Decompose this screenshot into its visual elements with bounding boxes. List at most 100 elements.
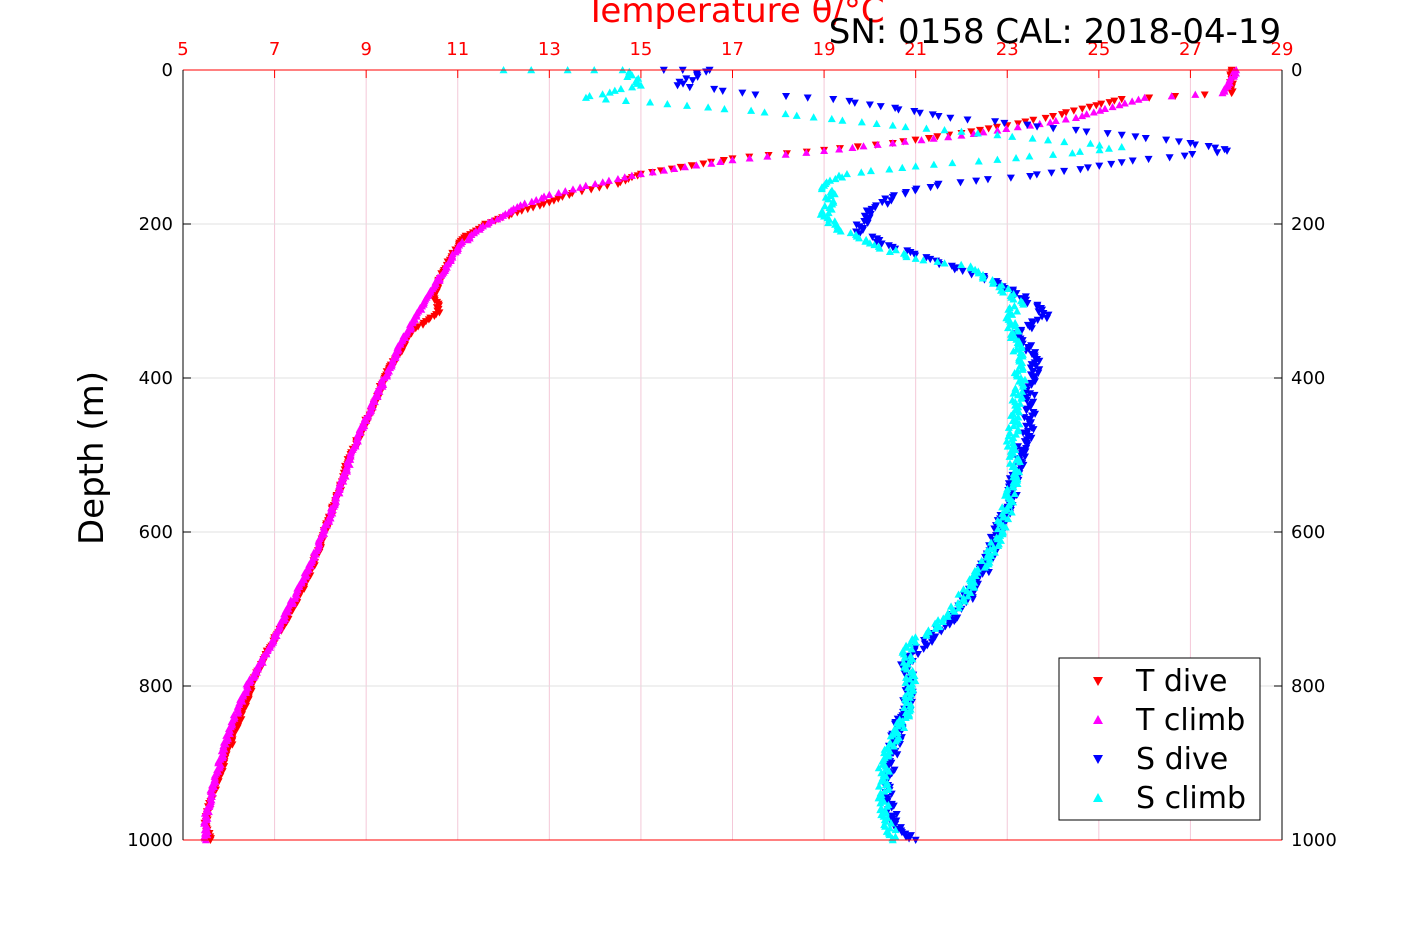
data-point xyxy=(865,101,874,109)
data-point xyxy=(911,136,920,144)
data-point xyxy=(687,162,696,170)
legend-marker-s-climb xyxy=(1093,793,1103,802)
data-point xyxy=(883,802,892,810)
data-point xyxy=(899,650,908,658)
data-point xyxy=(939,614,948,622)
data-point xyxy=(781,109,790,118)
legend-label-t-dive: T dive xyxy=(1135,664,1227,699)
data-point xyxy=(954,590,963,598)
data-point xyxy=(957,260,966,269)
legend-marker-s-dive xyxy=(1093,755,1103,764)
data-point xyxy=(993,126,1002,134)
data-point xyxy=(876,799,885,807)
data-point xyxy=(1107,160,1116,169)
data-point xyxy=(836,227,845,235)
x-tick-label: 25 xyxy=(1087,39,1110,60)
x-tick-label: 27 xyxy=(1179,39,1202,60)
data-point xyxy=(911,254,920,262)
data-point xyxy=(846,228,855,237)
data-point xyxy=(1100,104,1109,112)
data-point xyxy=(950,607,959,615)
data-point xyxy=(1117,131,1126,139)
data-point xyxy=(1018,382,1027,390)
data-point xyxy=(900,703,909,711)
data-point xyxy=(902,641,911,649)
data-point xyxy=(891,825,900,834)
data-point xyxy=(747,106,756,114)
data-point xyxy=(610,86,619,94)
data-point xyxy=(904,683,913,691)
data-point xyxy=(1018,365,1027,373)
data-point xyxy=(1007,508,1016,516)
y-tick-label-left: 200 xyxy=(139,214,173,235)
data-point xyxy=(1180,152,1189,160)
data-point xyxy=(928,111,937,119)
data-point xyxy=(1049,113,1058,121)
data-point xyxy=(929,160,938,168)
data-point xyxy=(967,128,976,136)
data-point xyxy=(1003,442,1012,450)
data-point xyxy=(859,142,868,150)
data-point xyxy=(532,196,541,204)
data-point xyxy=(972,177,981,185)
chart-subtitle: SN: 0158 CAL: 2018-04-19 xyxy=(829,12,1281,52)
data-point xyxy=(623,72,632,81)
x-tick-label: 5 xyxy=(177,39,188,60)
data-point xyxy=(857,168,866,176)
data-point xyxy=(1006,317,1015,325)
data-point xyxy=(627,171,636,179)
legend-marker-t-dive xyxy=(1093,677,1103,686)
data-point xyxy=(1003,323,1012,332)
data-point xyxy=(1162,136,1171,144)
data-point xyxy=(1041,114,1050,123)
data-point xyxy=(1095,141,1104,149)
data-point xyxy=(922,631,931,639)
data-point xyxy=(1009,440,1018,448)
data-point xyxy=(1128,157,1137,165)
data-point xyxy=(463,236,472,244)
data-point xyxy=(663,100,672,108)
data-point xyxy=(1006,333,1015,342)
data-point xyxy=(817,184,826,193)
data-point xyxy=(833,222,842,230)
data-point xyxy=(1015,457,1024,466)
data-point xyxy=(1018,387,1027,395)
data-point xyxy=(993,131,1002,139)
data-point xyxy=(954,604,963,612)
data-point xyxy=(710,85,719,94)
data-point xyxy=(974,269,983,277)
data-point xyxy=(914,650,923,659)
data-point xyxy=(1103,130,1112,138)
data-point xyxy=(966,580,975,588)
data-point xyxy=(1105,99,1114,107)
data-point xyxy=(613,174,622,183)
data-point xyxy=(1204,143,1213,151)
data-point xyxy=(988,279,997,287)
data-point xyxy=(561,187,570,195)
data-point xyxy=(585,91,594,100)
data-point xyxy=(341,472,350,480)
series-s-climb xyxy=(499,66,1126,844)
data-point xyxy=(1167,92,1176,100)
data-point xyxy=(1009,295,1018,303)
data-point xyxy=(933,257,942,265)
x-tick-label: 19 xyxy=(813,39,836,60)
data-point xyxy=(493,215,502,223)
legend: T dive T climb S dive S climb xyxy=(1058,657,1261,821)
data-point xyxy=(616,84,625,93)
x-tick-label: 29 xyxy=(1271,39,1294,60)
data-point xyxy=(719,157,728,165)
data-point xyxy=(816,210,825,218)
data-point xyxy=(549,197,558,205)
data-point xyxy=(990,548,999,556)
data-point xyxy=(1057,111,1066,119)
data-point xyxy=(861,237,870,245)
data-point xyxy=(975,126,984,135)
data-point xyxy=(872,119,881,128)
legend-label-t-climb: T climb xyxy=(1135,703,1245,738)
data-point xyxy=(1165,154,1174,162)
data-point xyxy=(957,127,966,135)
y-axis-label: Depth (m) xyxy=(72,371,112,545)
data-point xyxy=(1001,506,1010,514)
data-point xyxy=(1134,95,1143,103)
